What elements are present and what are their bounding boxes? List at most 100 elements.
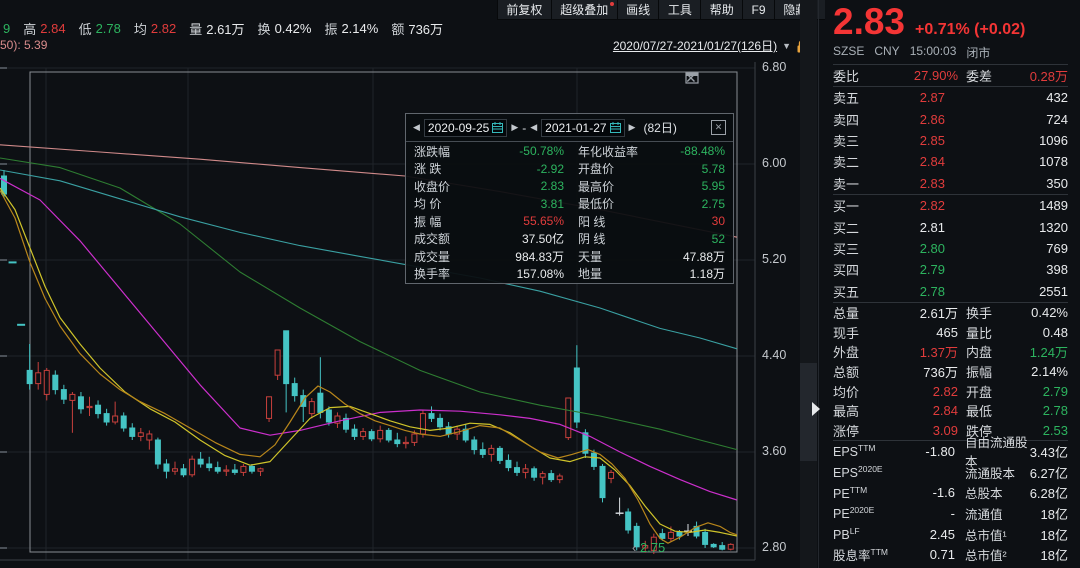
legend-value: 2.61万 bbox=[206, 21, 245, 37]
stat-label: 换手率 bbox=[414, 267, 451, 282]
panel-collapse-arrow[interactable] bbox=[812, 402, 820, 416]
date-range-selector[interactable]: 2020/07/27-2021/01/27(126日) ▼ bbox=[613, 37, 808, 54]
next-end-date-icon[interactable]: ▶ bbox=[628, 122, 636, 132]
range-stat-row: 涨 跌 -2.92 开盘价 5.78 bbox=[414, 160, 725, 177]
bid-row[interactable]: 买一 2.82 1489 bbox=[833, 195, 1068, 216]
stat-label: 量比 bbox=[966, 325, 993, 341]
stat-row: 现手 465 量比 0.48 bbox=[833, 323, 1068, 343]
next-start-date-icon[interactable]: ▶ bbox=[511, 122, 519, 132]
ask-row[interactable]: 卖五 2.87 432 bbox=[833, 87, 1068, 108]
stat-value: 2.75 bbox=[701, 196, 725, 211]
candle-9 bbox=[77, 392, 84, 414]
stat-label: 开盘价 bbox=[578, 162, 615, 177]
range-stat-row: 成交量 984.83万 天量 47.88万 bbox=[414, 248, 725, 265]
weibi-section: 委比 27.90% 委差 0.28万 bbox=[833, 65, 1068, 87]
menu-item-f9[interactable]: F9 bbox=[742, 0, 774, 19]
legend-pair-6: 额 736万 bbox=[391, 19, 443, 38]
candle-77 bbox=[659, 528, 666, 541]
ma-green bbox=[0, 157, 738, 451]
prev-start-date-icon[interactable]: ◀ bbox=[413, 122, 420, 132]
candle-25 bbox=[214, 461, 221, 474]
chevron-down-icon[interactable]: ▼ bbox=[782, 40, 791, 51]
kline-chart[interactable]: ‹ 2.75 6.80 6.00 5.20 4.40 3.60 2.80 ✕ bbox=[0, 54, 798, 568]
ask-row[interactable]: 卖一 2.83 350 bbox=[833, 173, 1068, 194]
bid-row[interactable]: 买四 2.79 398 bbox=[833, 259, 1068, 280]
end-date-field[interactable]: 2021-01-27 bbox=[541, 118, 625, 137]
bid-row[interactable]: 买二 2.81 1320 bbox=[833, 216, 1068, 237]
restore-window-icon[interactable] bbox=[685, 72, 700, 84]
range-stat-row: 收盘价 2.83 最高价 5.95 bbox=[414, 178, 725, 195]
y-tick-label: 5.20 bbox=[762, 252, 787, 266]
candle-11 bbox=[95, 400, 102, 419]
candle-47 bbox=[402, 436, 409, 449]
candle-27 bbox=[231, 464, 238, 475]
calendar-icon[interactable] bbox=[609, 122, 621, 133]
close-chart-icon[interactable]: ✕ bbox=[685, 70, 697, 86]
candle-22 bbox=[189, 455, 196, 478]
candle-54 bbox=[462, 424, 469, 443]
y-tick-label: 6.80 bbox=[762, 60, 787, 74]
candle-70 bbox=[599, 464, 606, 503]
close-panel-icon[interactable]: ✕ bbox=[711, 120, 726, 135]
candle-35 bbox=[300, 389, 307, 422]
weibi-value: 27.90% bbox=[913, 68, 958, 83]
market-status: 闭市 bbox=[966, 46, 991, 60]
stat-value: 5.78 bbox=[701, 161, 725, 176]
candlestick-canvas[interactable]: ‹ 2.75 bbox=[0, 54, 798, 568]
candle-36 bbox=[308, 398, 315, 419]
ask-row[interactable]: 卖三 2.85 1096 bbox=[833, 130, 1068, 151]
menu-item-help[interactable]: 帮助 bbox=[700, 0, 742, 19]
date-range-text[interactable]: 2020/07/27-2021/01/27(126日) bbox=[612, 39, 778, 53]
candle-85 bbox=[727, 543, 734, 551]
candle-71 bbox=[608, 470, 615, 484]
ma-cyan bbox=[0, 169, 738, 350]
menu-item-tools[interactable]: 工具 bbox=[658, 0, 700, 19]
menu-item-forward-adjust[interactable]: 前复权 bbox=[497, 0, 551, 19]
stat-label: 成交量 bbox=[414, 249, 451, 264]
range-stat-row: 成交额 37.50亿阴 线 52 bbox=[414, 230, 725, 247]
ask-row[interactable]: 卖四 2.86 724 bbox=[833, 108, 1068, 129]
legend-pair-5: 振 2.14% bbox=[324, 19, 378, 38]
candle-34 bbox=[291, 377, 298, 402]
stat-value: 55.65% bbox=[523, 214, 564, 229]
legend-label: 振 bbox=[324, 21, 338, 37]
stat-label: 收盘价 bbox=[414, 179, 451, 194]
bid-row[interactable]: 买五 2.78 2551 bbox=[833, 281, 1068, 302]
range-stat-row: 换手率 157.08% 地量 1.18万 bbox=[414, 265, 725, 282]
menu-item-draw-line[interactable]: 画线 bbox=[616, 0, 659, 19]
legend-pair-4: 换 0.42% bbox=[258, 19, 312, 38]
book-volume: 432 bbox=[1046, 90, 1068, 106]
panel-scrollbar-track[interactable] bbox=[800, 0, 817, 568]
start-date-field[interactable]: 2020-09-25 bbox=[423, 118, 508, 137]
ask-row[interactable]: 卖二 2.84 1078 bbox=[833, 151, 1068, 172]
panel-scrollbar-thumb[interactable] bbox=[800, 363, 817, 461]
range-stats-header: ◀ 2020-09-25 ▶ - ◀ 2021-01-27 bbox=[406, 114, 733, 142]
book-volume: 1489 bbox=[1039, 198, 1068, 214]
candle-13 bbox=[112, 401, 119, 425]
fundamental-value: -1.80 bbox=[925, 443, 955, 459]
menu-bar: 前复权超级叠加画线工具帮助F9隐藏▶ bbox=[497, 0, 825, 20]
stat-value: 3.09 bbox=[932, 422, 958, 438]
book-volume: 1096 bbox=[1039, 132, 1068, 148]
legend-label: 换 bbox=[257, 21, 271, 37]
quote-time: 15:00:03 bbox=[909, 44, 957, 58]
candle-40 bbox=[343, 413, 349, 433]
candle-41 bbox=[351, 424, 358, 440]
stat-row: 总量 2.61万 换手 0.42% bbox=[833, 303, 1068, 323]
fundamental-row: EPS2020E 流通股本 6.27亿 bbox=[833, 462, 1068, 483]
fundamental-value: 18亿 bbox=[1040, 548, 1068, 564]
candle-76 bbox=[650, 533, 657, 554]
calendar-icon[interactable] bbox=[492, 122, 504, 133]
candle-67 bbox=[573, 345, 580, 428]
stat-value: 1.24万 bbox=[1029, 345, 1068, 361]
candle-30 bbox=[257, 467, 264, 476]
prev-end-date-icon[interactable]: ◀ bbox=[530, 122, 538, 132]
candle-63 bbox=[539, 471, 546, 485]
legend-value: 736万 bbox=[408, 21, 444, 37]
stat-row: 总额 736万 振幅 2.14% bbox=[833, 362, 1068, 382]
fundamental-label: PE2020E bbox=[833, 505, 875, 522]
bid-row[interactable]: 买三 2.80 769 bbox=[833, 238, 1068, 259]
fundamental-value: 0.71 bbox=[929, 547, 955, 563]
menu-item-super-overlay[interactable]: 超级叠加 bbox=[550, 0, 617, 19]
candle-59 bbox=[505, 454, 512, 472]
